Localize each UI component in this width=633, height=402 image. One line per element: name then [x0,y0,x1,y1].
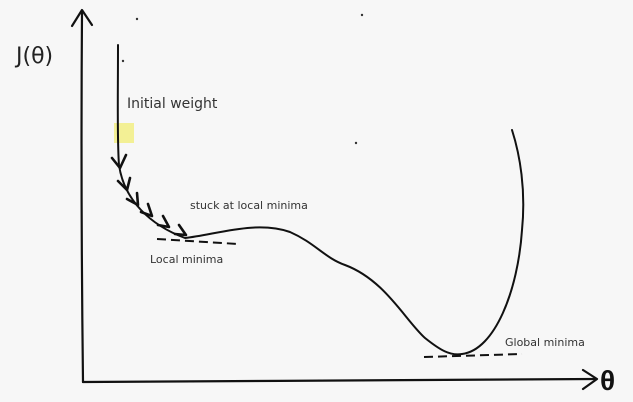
cost-function-curve [116,44,525,356]
local-minima-label: Local minima [150,253,223,266]
y-axis-arrowhead-icon [70,8,94,28]
y-axis-label: J(θ) [14,44,53,69]
x-axis-label: θ [600,365,615,396]
x-axis-arrowhead-icon [581,368,599,391]
descent-step-arrow-icon [125,191,140,207]
x-axis [81,368,599,391]
descent-step-arrow-icon [173,223,188,237]
initial-weight-label: Initial weight [127,96,218,112]
stuck-at-local-minima-label: stuck at local minima [190,199,308,212]
stray-dot [121,59,125,63]
stray-dot [360,13,364,17]
stray-dot [135,17,139,21]
descent-step-arrow-icon [116,176,132,192]
descent-step-arrow-icon [110,153,128,170]
global-minima-tangent [423,353,523,358]
global-minima-label: Global minima [505,336,585,349]
stray-dot [354,141,358,145]
descent-step-arrow-icon [139,202,154,218]
descent-step-arrow-icon [156,214,171,229]
descent-steps [110,153,188,237]
y-axis [70,8,94,384]
local-minima-tangent [156,238,239,245]
